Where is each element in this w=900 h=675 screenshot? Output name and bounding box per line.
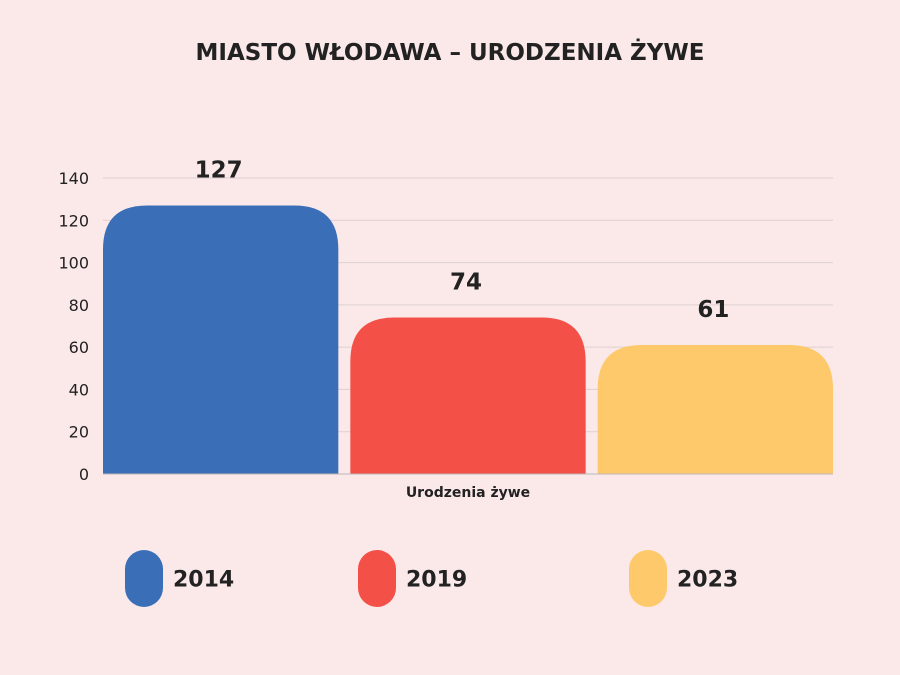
legend-label-2023: 2023 bbox=[677, 568, 738, 593]
y-tick-label: 120 bbox=[58, 211, 89, 230]
legend-label-2014: 2014 bbox=[173, 568, 234, 593]
x-axis-label: Urodzenia żywe bbox=[406, 485, 530, 501]
y-tick-label: 0 bbox=[79, 465, 89, 484]
bar-2023 bbox=[597, 345, 833, 474]
y-tick-label: 60 bbox=[69, 338, 89, 357]
legend: 2014 2019 2023 bbox=[125, 550, 738, 607]
bar-2019 bbox=[350, 317, 586, 474]
plot-area: 127 74 61 bbox=[103, 157, 833, 474]
y-tick-label: 100 bbox=[58, 254, 89, 273]
y-tick-label: 140 bbox=[58, 169, 89, 188]
y-tick-label: 40 bbox=[69, 380, 89, 399]
legend-swatch-2023 bbox=[629, 550, 667, 607]
y-axis: 0 20 40 60 80 100 120 140 bbox=[58, 169, 89, 484]
legend-label-2019: 2019 bbox=[406, 568, 467, 593]
chart-title: MIASTO WŁODAWA – URODZENIA ŻYWE bbox=[196, 38, 705, 66]
legend-swatch-2019 bbox=[358, 550, 396, 607]
data-label-2023: 61 bbox=[697, 297, 729, 323]
bar-2014 bbox=[103, 205, 339, 474]
legend-swatch-2014 bbox=[125, 550, 163, 607]
y-tick-label: 80 bbox=[69, 296, 89, 315]
y-tick-label: 20 bbox=[69, 423, 89, 442]
data-label-2019: 74 bbox=[450, 270, 482, 296]
data-label-2014: 127 bbox=[195, 157, 243, 183]
